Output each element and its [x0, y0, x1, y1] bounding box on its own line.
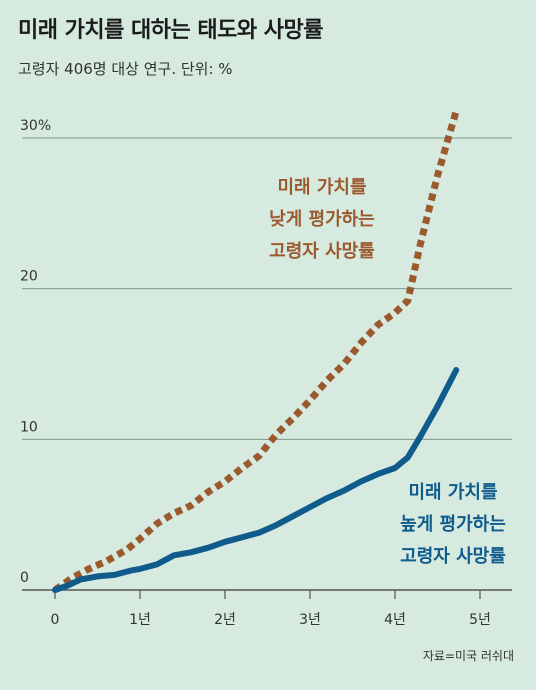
series-lines: [52, 109, 460, 593]
annotation-line: 고령자 사망률: [400, 546, 506, 567]
x-axis-ticks: 0 1년 2년 3년 4년 5년: [51, 590, 491, 628]
y-tick-label: 10: [20, 419, 38, 435]
x-tick-label: 3년: [299, 612, 321, 628]
y-tick-label: 0: [20, 570, 29, 586]
x-tick-label: 2년: [214, 612, 236, 628]
x-tick-label: 0: [51, 612, 60, 628]
y-tick-label: 30%: [20, 118, 51, 134]
annotation-line: 미래 가치를: [277, 177, 366, 198]
x-tick-label: 4년: [384, 612, 406, 628]
annotation-line: 미래 가치를: [408, 482, 497, 503]
y-axis-ticks: 0 10 20 30%: [20, 118, 51, 586]
chart-subtitle: 고령자 406명 대상 연구. 단위: %: [18, 60, 233, 78]
x-tick-label: 5년: [469, 612, 491, 628]
series-line-high: [52, 367, 460, 593]
annotation-line: 낮게 평가하는: [269, 209, 375, 230]
x-tick-label: 1년: [129, 612, 151, 628]
series-line-low: [52, 109, 460, 593]
y-tick-label: 20: [20, 269, 38, 285]
source-note: 자료=미국 러쉬대: [422, 649, 514, 663]
annotation-line: 고령자 사망률: [269, 241, 375, 262]
annotation-line: 높게 평가하는: [400, 514, 506, 535]
chart-title: 미래 가치를 대하는 태도와 사망률: [18, 18, 324, 43]
grid-lines: [22, 137, 512, 591]
